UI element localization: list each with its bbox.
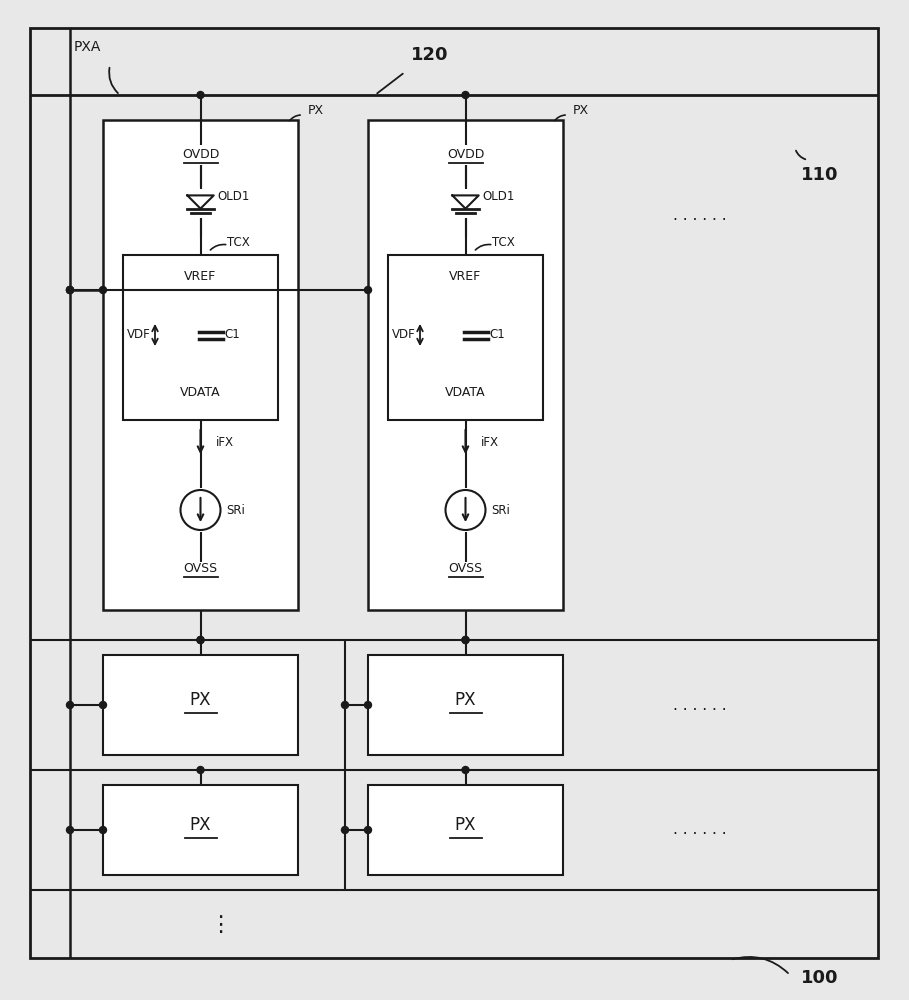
Circle shape xyxy=(365,286,372,294)
Bar xyxy=(103,785,298,875)
Text: OVDD: OVDD xyxy=(447,148,484,161)
Bar xyxy=(388,255,543,420)
Circle shape xyxy=(99,286,106,294)
Circle shape xyxy=(197,637,204,644)
Text: OLD1: OLD1 xyxy=(217,190,250,204)
Text: VDF: VDF xyxy=(127,328,151,342)
Text: VREF: VREF xyxy=(185,270,216,284)
Text: 110: 110 xyxy=(801,166,839,184)
Text: PX: PX xyxy=(454,816,476,834)
Text: OVDD: OVDD xyxy=(182,148,219,161)
Circle shape xyxy=(462,766,469,774)
Circle shape xyxy=(66,286,74,294)
Polygon shape xyxy=(187,195,214,209)
Text: C1: C1 xyxy=(225,328,240,342)
Circle shape xyxy=(197,92,204,99)
Circle shape xyxy=(462,92,469,99)
Circle shape xyxy=(66,826,74,834)
Circle shape xyxy=(462,637,469,644)
Text: VDATA: VDATA xyxy=(180,385,221,398)
Text: SRi: SRi xyxy=(491,504,510,516)
Text: . . . . . .: . . . . . . xyxy=(674,208,727,223)
Text: OVSS: OVSS xyxy=(448,562,483,574)
Text: iFX: iFX xyxy=(215,436,234,448)
Circle shape xyxy=(197,637,204,644)
Text: ⋮: ⋮ xyxy=(209,915,231,935)
Text: PX: PX xyxy=(573,104,589,116)
Bar xyxy=(368,785,563,875)
Circle shape xyxy=(99,826,106,834)
Polygon shape xyxy=(453,195,479,209)
Bar xyxy=(368,655,563,755)
Circle shape xyxy=(342,826,348,834)
Text: PX: PX xyxy=(454,691,476,709)
Circle shape xyxy=(365,702,372,708)
Bar xyxy=(103,120,298,610)
Text: VDATA: VDATA xyxy=(445,385,485,398)
Text: TCX: TCX xyxy=(492,235,514,248)
Bar xyxy=(123,255,278,420)
Text: . . . . . .: . . . . . . xyxy=(674,822,727,838)
Text: SRi: SRi xyxy=(226,504,245,516)
Bar xyxy=(368,120,563,610)
Circle shape xyxy=(99,702,106,708)
Text: iFX: iFX xyxy=(481,436,498,448)
Circle shape xyxy=(66,286,74,294)
Text: 120: 120 xyxy=(411,46,449,64)
Circle shape xyxy=(66,286,74,294)
Bar xyxy=(103,655,298,755)
Text: . . . . . .: . . . . . . xyxy=(674,698,727,712)
Circle shape xyxy=(197,766,204,774)
Circle shape xyxy=(342,702,348,708)
Circle shape xyxy=(66,702,74,708)
Text: PX: PX xyxy=(190,816,211,834)
Text: VDF: VDF xyxy=(393,328,416,342)
Text: OVSS: OVSS xyxy=(184,562,217,574)
Text: PXA: PXA xyxy=(74,40,101,54)
Text: VREF: VREF xyxy=(449,270,482,284)
Circle shape xyxy=(365,826,372,834)
Text: TCX: TCX xyxy=(227,235,250,248)
Text: C1: C1 xyxy=(490,328,505,342)
Text: PX: PX xyxy=(308,104,325,116)
Text: 100: 100 xyxy=(801,969,839,987)
Text: OLD1: OLD1 xyxy=(483,190,514,204)
Circle shape xyxy=(462,637,469,644)
Text: PX: PX xyxy=(190,691,211,709)
